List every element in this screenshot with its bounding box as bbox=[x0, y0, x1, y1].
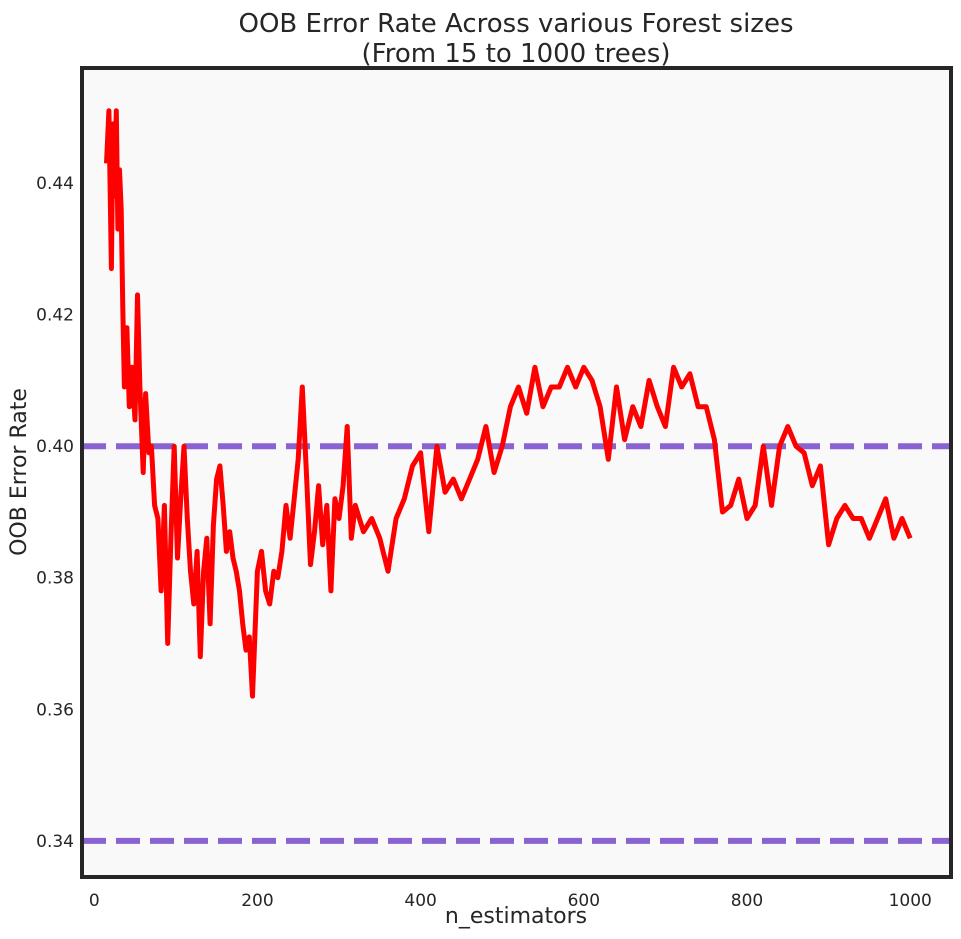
x-axis-ticks: 0 200 400 600 800 1000 bbox=[89, 891, 932, 911]
y-tick-label: 0.44 bbox=[36, 174, 74, 194]
x-tick-label: 800 bbox=[731, 891, 763, 911]
y-axis-ticks: 0.34 0.36 0.38 0.40 0.42 0.44 bbox=[36, 174, 74, 852]
y-tick-label: 0.36 bbox=[36, 700, 74, 720]
chart-title-line1: OOB Error Rate Across various Forest siz… bbox=[238, 9, 793, 39]
y-tick-label: 0.40 bbox=[36, 437, 74, 457]
chart-title-line2: (From 15 to 1000 trees) bbox=[362, 39, 671, 69]
x-tick-label: 600 bbox=[568, 891, 600, 911]
x-tick-label: 200 bbox=[241, 891, 273, 911]
x-tick-label: 1000 bbox=[889, 891, 932, 911]
y-tick-label: 0.34 bbox=[36, 832, 74, 852]
x-tick-label: 0 bbox=[89, 891, 100, 911]
y-axis-label: OOB Error Rate bbox=[7, 388, 32, 556]
series-group bbox=[104, 108, 913, 699]
y-tick-label: 0.38 bbox=[36, 569, 74, 589]
reference-lines bbox=[82, 443, 951, 844]
plot-frame bbox=[80, 66, 953, 879]
y-tick-label: 0.42 bbox=[36, 306, 74, 326]
x-axis-label: n_estimators bbox=[445, 904, 587, 929]
plot-area bbox=[82, 68, 951, 877]
series-line-0 bbox=[104, 108, 913, 699]
x-tick-label: 400 bbox=[404, 891, 436, 911]
